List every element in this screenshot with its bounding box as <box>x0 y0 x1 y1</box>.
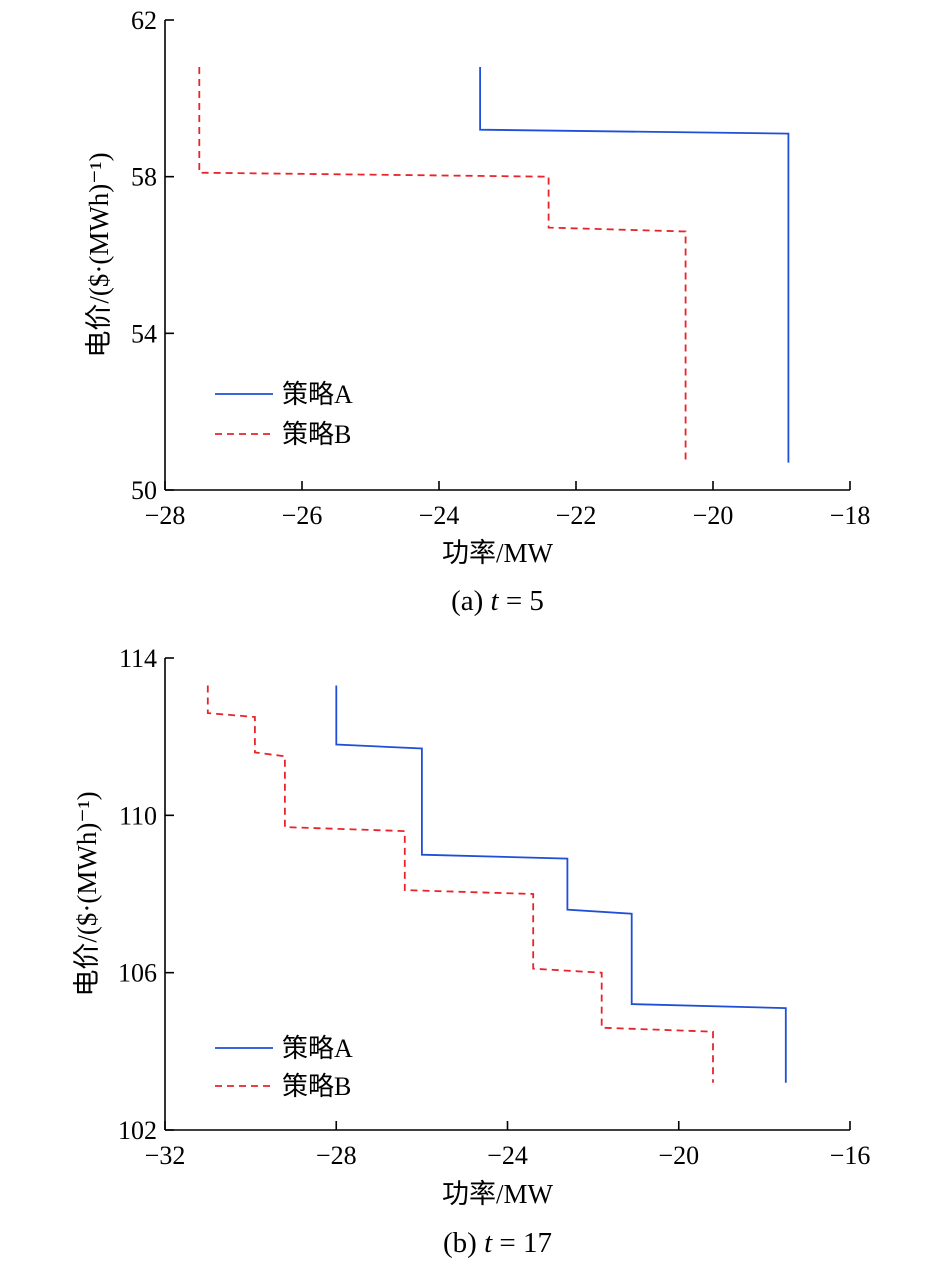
y-axis-title: 电价/($·(MWh)⁻¹) <box>72 791 102 996</box>
x-tick-label: −22 <box>556 501 597 530</box>
legend-label: 策略A <box>282 380 353 409</box>
x-tick-label: −20 <box>658 1141 699 1170</box>
series-line-strategy-a <box>335 685 787 1083</box>
legend: 策略A 策略B <box>215 1034 353 1101</box>
y-tick-label: 106 <box>118 959 157 988</box>
caption-rest: = 17 <box>492 1227 552 1259</box>
x-tick-label: −28 <box>145 501 186 530</box>
y-axis-title: 电价/($·(MWh)⁻¹) <box>84 152 114 357</box>
legend-label: 策略B <box>282 420 351 449</box>
chart-panel-b: −32 −28 −24 −20 −16 102 106 110 114 策略A 策略B 功率/MW 电价… <box>72 644 870 1259</box>
x-tick-label: −24 <box>487 1141 528 1170</box>
series-line-strategy-b <box>198 67 687 463</box>
y-tick-label: 114 <box>119 644 157 673</box>
x-tick-label: −18 <box>830 501 871 530</box>
x-axis-title: 功率/MW <box>442 1179 554 1209</box>
x-axis-title: 功率/MW <box>442 538 554 568</box>
panel-caption: (a) t = 5 <box>451 585 544 617</box>
caption-variable: t <box>484 1227 493 1259</box>
panel-caption: (b) t = 17 <box>443 1227 552 1259</box>
y-tick-label: 50 <box>131 476 157 505</box>
y-tick-label: 102 <box>118 1116 157 1145</box>
x-tick-label: −26 <box>282 501 323 530</box>
x-tick-label: −28 <box>316 1141 357 1170</box>
legend: 策略A 策略B <box>215 380 353 449</box>
legend-label: 策略A <box>282 1034 353 1063</box>
y-tick-label: 62 <box>131 6 157 35</box>
legend-label: 策略B <box>282 1072 351 1101</box>
caption-prefix: (b) <box>443 1227 484 1259</box>
series-line-strategy-b <box>206 685 714 1083</box>
y-tick-label: 54 <box>131 319 157 348</box>
y-tick-label: 58 <box>131 163 157 192</box>
x-tick-label: −16 <box>830 1141 871 1170</box>
caption-rest: = 5 <box>499 585 544 617</box>
y-tick-label: 110 <box>119 801 157 830</box>
series-line-strategy-a <box>479 67 790 463</box>
x-tick-label: −32 <box>145 1141 186 1170</box>
caption-prefix: (a) <box>451 585 490 617</box>
x-tick-label: −24 <box>419 501 460 530</box>
caption-variable: t <box>491 585 500 617</box>
chart-panel-a: −28 −26 −24 −22 −20 −18 50 54 58 62 策略A 策略B 功率/MW 电价/… <box>84 6 870 617</box>
x-tick-label: −20 <box>693 501 734 530</box>
